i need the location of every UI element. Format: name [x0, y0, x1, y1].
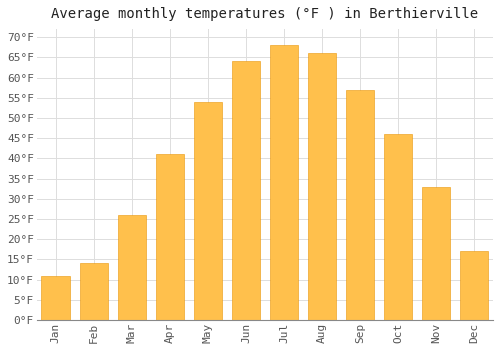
Bar: [80, 264, 108, 320]
Title: Average monthly temperatures (°F ) in Berthierville: Average monthly temperatures (°F ) in Be…: [52, 7, 478, 21]
Bar: [308, 53, 336, 320]
Bar: [42, 275, 70, 320]
Bar: [118, 215, 146, 320]
Bar: [194, 102, 222, 320]
Bar: [156, 154, 184, 320]
Bar: [384, 134, 412, 320]
Bar: [232, 61, 260, 320]
Bar: [460, 251, 488, 320]
Bar: [422, 187, 450, 320]
Bar: [270, 45, 298, 320]
Bar: [346, 90, 374, 320]
